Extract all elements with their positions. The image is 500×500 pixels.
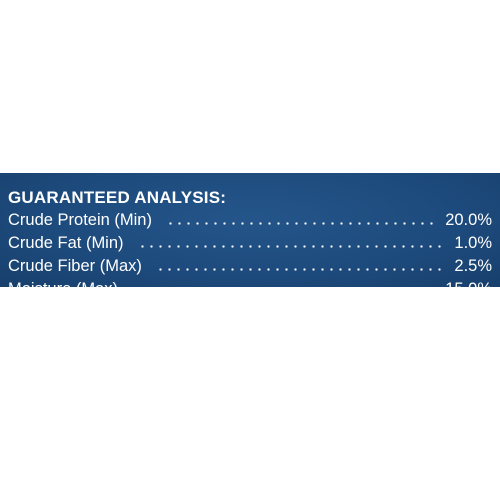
nutrient-label: Moisture (Max) xyxy=(8,280,119,298)
dot-leader xyxy=(137,245,443,248)
analysis-row: Moisture (Max) 15.0% xyxy=(8,278,492,301)
nutrient-value: 1.0% xyxy=(454,234,492,252)
panel-title: GUARANTEED ANALYSIS: xyxy=(8,188,227,207)
nutrient-label: Crude Protein (Min) xyxy=(8,211,152,229)
dot-leader xyxy=(132,291,434,294)
dot-leader xyxy=(165,222,434,225)
analysis-panel: GUARANTEED ANALYSIS: Crude Protein (Min)… xyxy=(0,173,500,298)
nutrient-value: 20.0% xyxy=(445,211,492,229)
analysis-row: Crude Fiber (Max) 2.5% xyxy=(8,255,492,278)
dot-leader xyxy=(155,268,443,271)
nutrient-value: 15.0% xyxy=(445,280,492,298)
nutrient-label: Crude Fiber (Max) xyxy=(8,257,142,275)
analysis-row: Crude Protein (Min) 20.0% xyxy=(8,209,492,232)
nutrient-value: 2.5% xyxy=(454,257,492,275)
nutrient-label: Crude Fat (Min) xyxy=(8,234,124,252)
analysis-row: Crude Fat (Min) 1.0% xyxy=(8,232,492,255)
